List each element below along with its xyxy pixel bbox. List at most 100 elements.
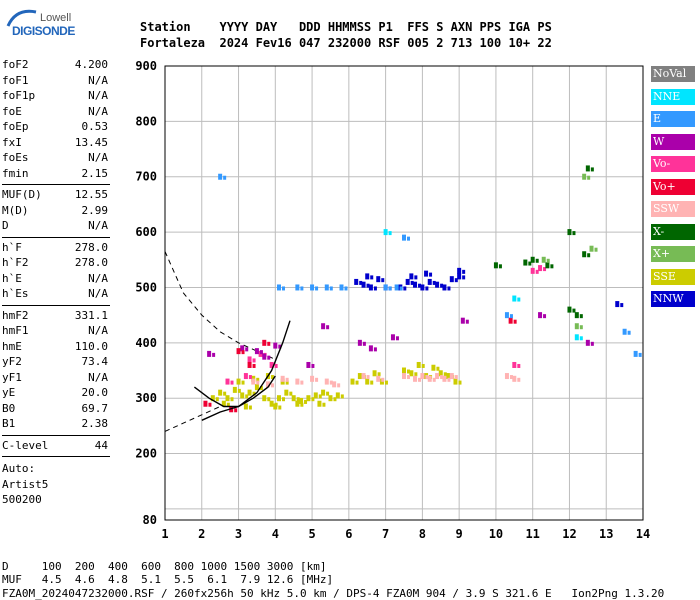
data-point-ssw bbox=[425, 375, 429, 380]
data-point-vo- bbox=[517, 363, 521, 368]
data-point-ssw bbox=[420, 373, 425, 380]
data-point-sse bbox=[245, 394, 249, 399]
data-point-sse bbox=[370, 380, 374, 385]
data-point-ssw bbox=[251, 378, 256, 385]
data-point-nne bbox=[574, 334, 579, 341]
data-point-sse bbox=[377, 372, 381, 377]
param-row: B0 69.7 bbox=[2, 402, 108, 417]
data-point-sse bbox=[281, 397, 285, 402]
data-point-x- bbox=[587, 253, 591, 258]
data-point-w bbox=[326, 325, 330, 330]
param-value: 278.0 bbox=[74, 256, 108, 269]
data-point-sse bbox=[326, 391, 330, 396]
param-row: foEp 0.53 bbox=[2, 120, 108, 135]
param-row: D N/A bbox=[2, 219, 108, 234]
data-point-nne bbox=[517, 297, 521, 302]
data-point-sse bbox=[335, 392, 340, 399]
param-row: foF2 4.200 bbox=[2, 58, 108, 73]
data-point-x- bbox=[589, 245, 594, 252]
data-point-sse bbox=[365, 378, 370, 385]
data-point-sse bbox=[223, 391, 227, 396]
data-point-nnw bbox=[615, 301, 620, 308]
data-point-e bbox=[504, 312, 509, 319]
data-point-nnw bbox=[366, 283, 370, 288]
data-point-sse bbox=[402, 367, 406, 374]
data-point-w bbox=[306, 361, 311, 368]
data-point-vo- bbox=[535, 269, 539, 274]
param-value: N/A bbox=[88, 73, 108, 87]
data-point-ssw bbox=[440, 375, 444, 380]
data-point-sse bbox=[273, 403, 278, 410]
y-tick-label: 600 bbox=[135, 225, 157, 239]
data-point-e bbox=[218, 173, 223, 180]
data-point-sse bbox=[295, 400, 300, 407]
data-point-vo- bbox=[512, 361, 517, 368]
param-name: MUF(D) bbox=[2, 188, 42, 201]
data-point-ssw bbox=[418, 377, 422, 382]
data-point-nnw bbox=[373, 286, 377, 291]
data-point-x- bbox=[594, 247, 598, 252]
data-point-ssw bbox=[315, 377, 319, 382]
param-row: h`Es N/A bbox=[2, 287, 108, 302]
data-point-e bbox=[633, 350, 638, 357]
data-point-w bbox=[267, 355, 271, 360]
data-point-vo- bbox=[247, 361, 252, 368]
data-point-sse bbox=[458, 380, 462, 385]
data-point-nnw bbox=[361, 281, 366, 288]
param-name: foE bbox=[2, 104, 22, 118]
data-point-sse bbox=[311, 397, 315, 402]
data-point-sse bbox=[340, 394, 344, 399]
data-point-nnw bbox=[462, 269, 466, 274]
data-point-sse bbox=[247, 389, 252, 396]
x-tick-label: 9 bbox=[456, 527, 463, 541]
data-point-ssw bbox=[435, 373, 440, 380]
data-point-nnw bbox=[409, 273, 414, 280]
data-point-nnw bbox=[370, 275, 374, 280]
data-point-ssw bbox=[447, 377, 451, 382]
legend-item: NNW bbox=[651, 291, 695, 307]
legend-item: E bbox=[651, 111, 695, 127]
data-point-sse bbox=[226, 402, 230, 407]
data-point-w bbox=[357, 339, 362, 346]
data-point-ssw bbox=[324, 378, 329, 385]
legend-item: Vo+ bbox=[651, 178, 695, 195]
data-point-e bbox=[281, 286, 285, 291]
x-tick-label: 8 bbox=[419, 527, 426, 541]
param-value: N/A bbox=[88, 271, 108, 285]
data-point-nne bbox=[383, 229, 388, 236]
brand-lowell: Lowell bbox=[40, 12, 72, 24]
param-row: M(D) 2.99 bbox=[2, 204, 108, 219]
data-point-w bbox=[278, 344, 282, 349]
data-point-x- bbox=[572, 308, 576, 313]
param-name: fxI bbox=[2, 135, 22, 149]
data-point-nnw bbox=[405, 278, 410, 285]
data-point-vo- bbox=[236, 348, 241, 355]
data-point-w bbox=[262, 353, 267, 360]
data-point-ssw bbox=[329, 380, 333, 385]
data-point-ssw bbox=[512, 375, 517, 382]
data-point-sse bbox=[453, 378, 458, 385]
data-point-nne bbox=[512, 295, 517, 302]
y-tick-label: 900 bbox=[135, 59, 157, 73]
data-point-sse bbox=[232, 386, 237, 393]
data-point-x- bbox=[545, 262, 550, 269]
param-name: h`F2 bbox=[2, 256, 29, 269]
data-point-sse bbox=[256, 377, 260, 382]
header-line-2: Fortaleza 2024 Fev16 047 232000 RSF 005 … bbox=[140, 36, 552, 50]
data-point-e bbox=[622, 328, 627, 335]
data-point-w bbox=[259, 350, 263, 355]
data-point-x- bbox=[572, 231, 576, 236]
data-point-w bbox=[538, 312, 543, 319]
data-point-ssw bbox=[454, 375, 458, 380]
legend-item: X+ bbox=[651, 246, 695, 262]
data-point-vo- bbox=[234, 408, 238, 413]
param-row: C-level 44 bbox=[2, 439, 108, 454]
data-point-ssw bbox=[295, 378, 300, 385]
data-point-sse bbox=[240, 392, 245, 399]
param-value: 2.99 bbox=[81, 203, 109, 217]
param-name: yF1 bbox=[2, 370, 22, 384]
param-row: foE N/A bbox=[2, 105, 108, 120]
data-point-sse bbox=[322, 402, 326, 407]
data-point-ssw bbox=[270, 383, 274, 388]
data-point-ssw bbox=[427, 375, 432, 382]
